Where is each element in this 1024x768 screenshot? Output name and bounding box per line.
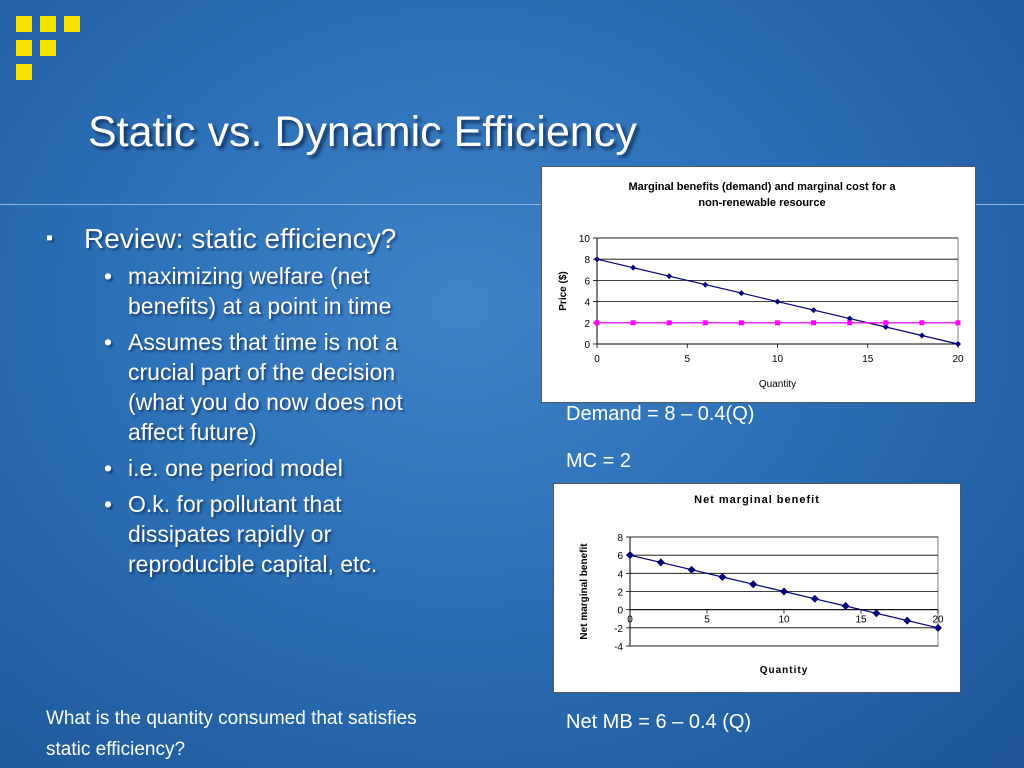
dot-bullet-icon: • (104, 455, 113, 481)
y-tick-label: 6 (584, 276, 590, 287)
data-point (934, 623, 942, 632)
title-divider (0, 204, 1024, 205)
y-tick-label: 8 (617, 533, 623, 544)
bullet-item: ▪ Review: static efficiency? • maximizing… (40, 222, 470, 579)
x-tick-label: 10 (772, 354, 784, 365)
y-axis-label: Price ($) (558, 271, 569, 310)
data-point (847, 320, 853, 326)
dot-bullet-icon: • (104, 263, 113, 289)
subbullet-list: • maximizing welfare (net benefits) at a … (84, 261, 470, 579)
dot-bullet-icon: • (104, 329, 113, 355)
subbullet-text: maximizing welfare (net benefits) at a p… (128, 263, 392, 319)
slide-logo-squares (16, 16, 88, 88)
data-point (774, 298, 781, 305)
y-tick-label: 10 (579, 234, 591, 245)
data-point (883, 320, 889, 326)
chart-title: Net marginal benefit (694, 494, 820, 506)
x-tick-label: 15 (855, 615, 867, 626)
data-point (630, 320, 636, 326)
demand-equation: Demand = 8 – 0.4(Q) (566, 403, 755, 425)
square-bullet-icon: ▪ (46, 227, 54, 249)
data-point (687, 565, 696, 574)
subbullet-text: Assumes that time is not a crucial part … (128, 329, 403, 445)
subbullet-item: • Assumes that time is not a crucial part… (84, 327, 443, 447)
data-point (666, 320, 672, 326)
y-tick-label: 2 (584, 319, 590, 330)
question-note: What is the quantity consumed that satis… (46, 708, 417, 760)
y-tick-label: 0 (617, 606, 623, 617)
demand-mc-chart-svg: Marginal benefits (demand) and marginal … (558, 181, 964, 390)
subbullet-item: • O.k. for pollutant that dissipates rapi… (84, 489, 443, 579)
data-point (919, 320, 925, 326)
data-point (841, 602, 850, 611)
subbullet-text: i.e. one period model (128, 455, 343, 481)
data-point (749, 580, 758, 589)
dot-bullet-icon: • (104, 491, 113, 517)
slide-title: Static vs. Dynamic Efficiency (88, 108, 637, 156)
subbullet-text: O.k. for pollutant that dissipates rapid… (128, 491, 378, 577)
data-point (702, 281, 709, 288)
x-tick-label: 0 (627, 615, 633, 626)
y-tick-label: 4 (617, 569, 623, 580)
data-point (594, 256, 600, 263)
x-tick-label: 0 (594, 354, 600, 365)
plot-area (596, 237, 959, 345)
y-tick-label: -2 (614, 624, 623, 635)
chart-title: Marginal benefits (demand) and marginal … (628, 181, 896, 193)
demand-mc-chart: Marginal benefits (demand) and marginal … (541, 166, 976, 403)
y-axis-label: Net marginal benefit (579, 543, 590, 640)
x-tick-label: 15 (862, 354, 874, 365)
bullet-text: Review: static efficiency? (84, 223, 397, 254)
data-point (775, 320, 780, 326)
data-point (846, 315, 853, 322)
x-tick-label: 10 (778, 615, 790, 626)
y-tick-label: 0 (584, 340, 590, 351)
data-point (810, 594, 819, 603)
mc-equation: MC = 2 (566, 450, 632, 472)
data-point (810, 307, 817, 314)
data-point (738, 290, 745, 297)
x-tick-label: 20 (932, 615, 944, 626)
data-point (918, 332, 925, 339)
x-axis-label: Quantity (760, 665, 809, 676)
data-point (702, 320, 708, 326)
y-tick-label: 2 (617, 588, 623, 599)
y-tick-label: 8 (584, 255, 590, 266)
net-mb-chart-svg: Net marginal benefit -4 -2 0 2 4 6 8 0 5 10 15 20 Qua… (579, 494, 944, 676)
data-point (630, 264, 637, 271)
chart-title: non-renewable resource (698, 197, 825, 209)
data-point (594, 320, 600, 326)
x-tick-label: 5 (704, 615, 710, 626)
data-point (811, 320, 817, 326)
subbullet-item: • maximizing welfare (net benefits) at a … (84, 261, 443, 321)
net-mb-chart: Net marginal benefit -4 -2 0 2 4 6 8 0 5 10 15 20 Qua… (553, 483, 961, 693)
data-point (903, 616, 912, 625)
subbullet-item: • i.e. one period model (84, 453, 443, 483)
net-mb-equation: Net MB = 6 – 0.4 (Q) (566, 711, 752, 733)
bullet-list: ▪ Review: static efficiency? • maximizing… (40, 222, 470, 585)
x-tick-label: 20 (952, 354, 964, 365)
x-axis-label: Quantity (759, 379, 796, 390)
y-tick-label: -4 (614, 642, 623, 653)
data-point (780, 587, 788, 596)
data-point (718, 572, 727, 581)
data-point (626, 551, 634, 560)
data-point (872, 609, 881, 618)
data-point (666, 273, 673, 280)
data-point (882, 324, 889, 331)
data-point (955, 341, 961, 347)
x-tick-label: 5 (684, 354, 690, 365)
y-tick-label: 4 (584, 298, 590, 309)
y-tick-label: 6 (617, 551, 623, 562)
data-point (656, 558, 665, 567)
data-point (955, 320, 961, 326)
data-point (738, 320, 744, 326)
